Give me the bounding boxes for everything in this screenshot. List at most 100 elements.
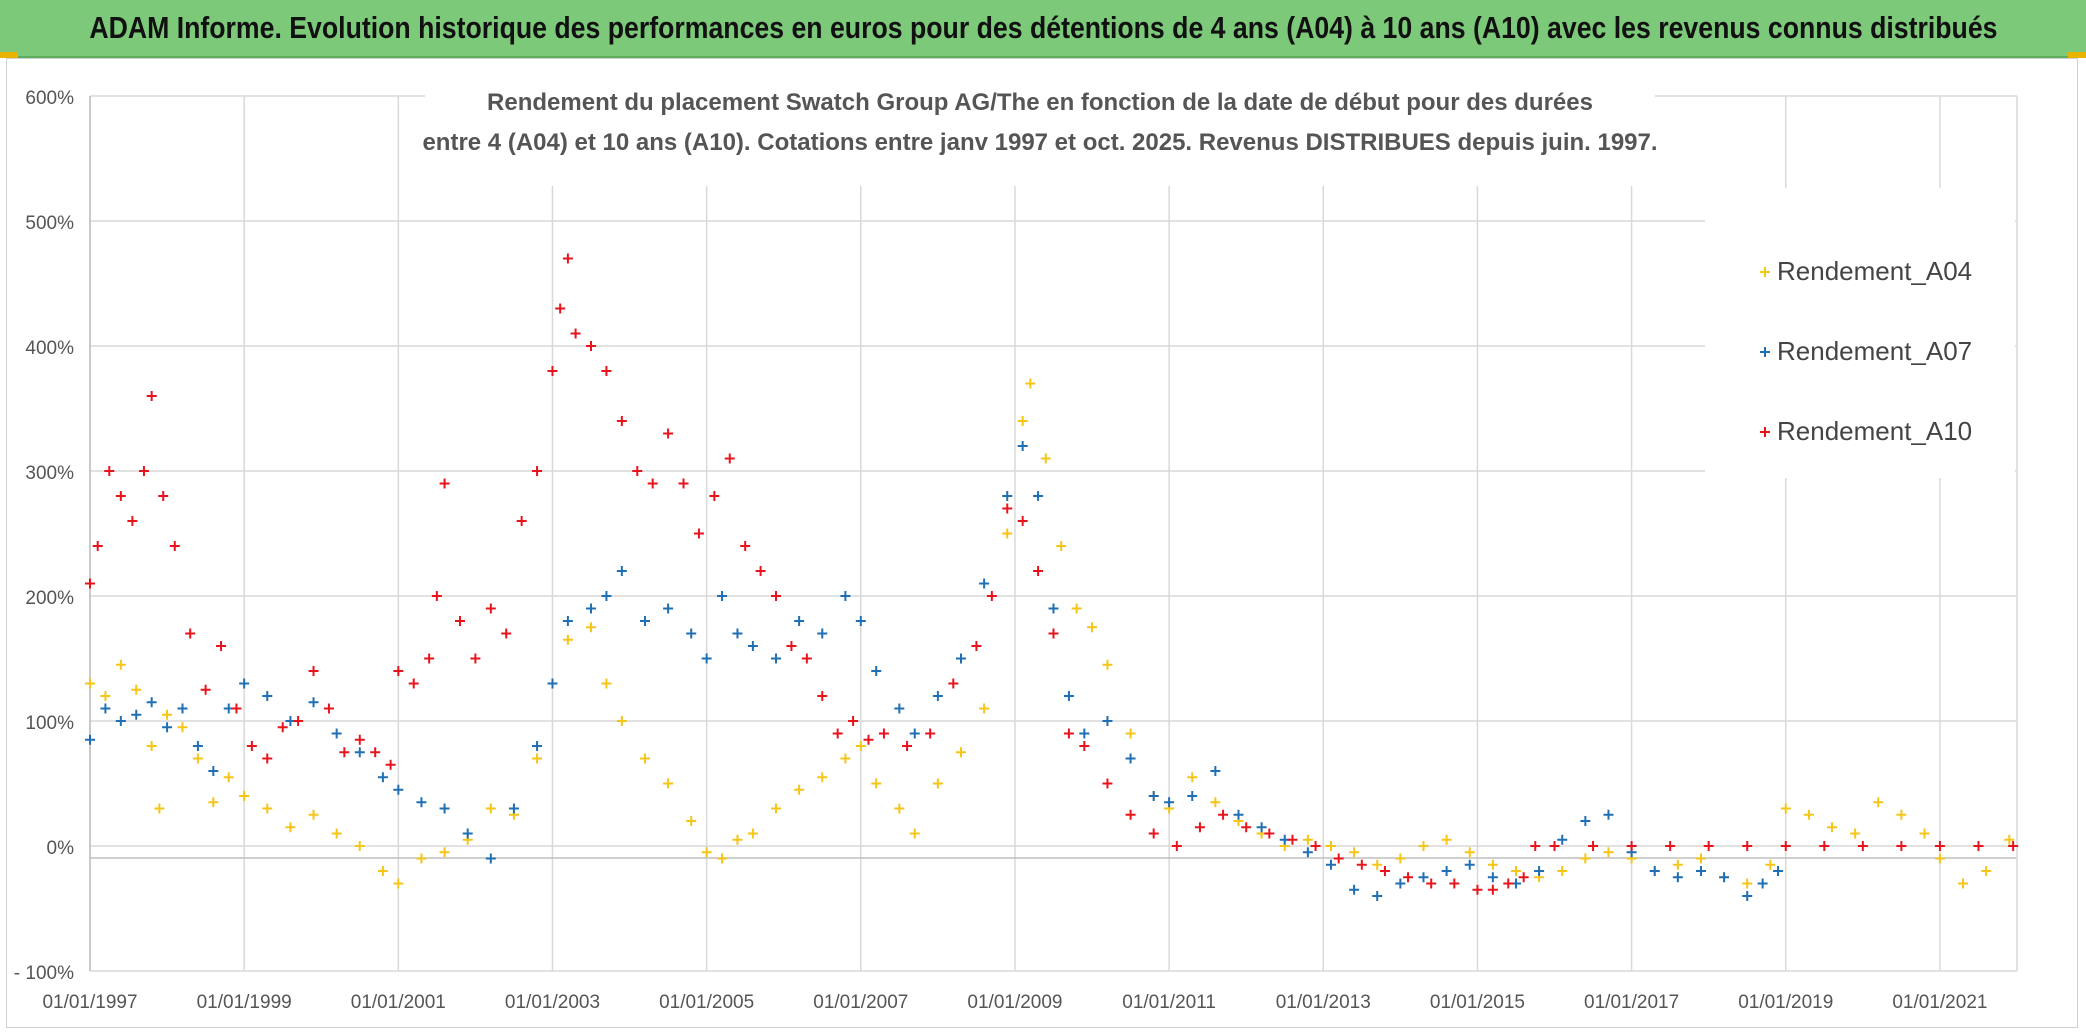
- y-tick-label: 200%: [25, 588, 74, 609]
- data-point: [85, 578, 95, 589]
- data-point: [1187, 772, 1198, 783]
- data-point: [686, 628, 697, 639]
- data-point: [1626, 841, 1637, 851]
- data-point: [1310, 841, 1321, 851]
- data-point: [277, 722, 288, 733]
- legend-marker: [1760, 347, 1770, 357]
- data-point: [208, 766, 219, 776]
- data-point: [1048, 628, 1059, 639]
- y-tick-label: 600%: [25, 88, 74, 109]
- data-point: [339, 747, 350, 758]
- data-point: [848, 716, 859, 726]
- data-point: [169, 541, 180, 551]
- data-point: [532, 753, 543, 764]
- data-point: [1002, 491, 1013, 501]
- data-point: [100, 703, 111, 714]
- data-point: [231, 703, 242, 714]
- data-point: [501, 628, 512, 639]
- x-tick-label: 01/01/2013: [1276, 992, 1371, 1013]
- y-axis: 600% 500% 400% 300% 200% 100% 0% - 100%: [14, 88, 74, 984]
- data-point: [1071, 603, 1082, 614]
- x-tick-label: 01/01/1997: [42, 992, 137, 1013]
- data-point: [1588, 841, 1599, 851]
- data-point: [971, 641, 982, 651]
- x-tick-label: 01/01/2003: [505, 992, 600, 1013]
- data-point: [1819, 841, 1830, 851]
- data-point: [948, 678, 959, 689]
- data-point: [127, 516, 138, 526]
- chart: 600% 500% 400% 300% 200% 100% 0% - 100% 01/01/1…: [14, 78, 2019, 1013]
- data-point: [1079, 728, 1090, 739]
- data-point: [239, 678, 250, 689]
- data-point: [732, 628, 743, 639]
- data-point: [424, 653, 435, 664]
- data-point: [1780, 841, 1791, 851]
- y-tick-label: 300%: [25, 463, 74, 484]
- data-point: [370, 747, 381, 758]
- data-point: [1033, 566, 1044, 576]
- data-point: [632, 466, 643, 476]
- data-point: [794, 784, 805, 795]
- data-point: [532, 741, 543, 751]
- data-point: [771, 591, 782, 601]
- series-rendement-a07: [85, 441, 1784, 901]
- data-point: [1803, 809, 1814, 820]
- data-point: [686, 816, 697, 826]
- data-point: [2008, 841, 2019, 851]
- data-point: [979, 578, 990, 589]
- data-point: [1418, 872, 1429, 883]
- data-point: [678, 478, 689, 489]
- data-point: [146, 697, 157, 708]
- data-point: [586, 603, 597, 614]
- data-point: [562, 616, 573, 626]
- data-point: [308, 697, 319, 708]
- data-point: [485, 603, 496, 614]
- data-point: [1287, 834, 1298, 845]
- data-point: [532, 466, 543, 476]
- data-point: [1973, 841, 1984, 851]
- data-point: [1218, 809, 1229, 820]
- data-point: [1171, 841, 1182, 851]
- data-point: [717, 853, 728, 864]
- x-tick-label: 01/01/2017: [1584, 992, 1679, 1013]
- data-point: [1302, 847, 1313, 858]
- data-point: [1934, 841, 1945, 851]
- data-point: [724, 453, 735, 464]
- data-point: [663, 778, 674, 789]
- data-point: [1487, 884, 1498, 895]
- data-point: [1125, 728, 1136, 739]
- data-point: [555, 303, 566, 314]
- data-point: [755, 566, 766, 576]
- data-point: [1356, 859, 1367, 870]
- data-point: [1194, 822, 1205, 833]
- data-point: [1742, 891, 1753, 901]
- data-point: [1002, 528, 1013, 539]
- data-point: [1025, 378, 1036, 389]
- plot-area: [85, 253, 2019, 901]
- data-point: [354, 734, 365, 745]
- data-point: [454, 616, 465, 626]
- data-point: [246, 741, 257, 751]
- data-point: [747, 828, 758, 839]
- data-point: [85, 734, 95, 745]
- legend-label: Rendement_A07: [1777, 336, 1972, 366]
- data-point: [239, 791, 250, 801]
- legend-background: [1705, 188, 2015, 478]
- legend: Rendement_A04 Rendement_A07 Rendement_A10: [1705, 188, 2015, 478]
- data-point: [1765, 859, 1776, 870]
- data-point: [115, 491, 126, 501]
- data-point: [1672, 859, 1683, 870]
- data-point: [1934, 853, 1945, 864]
- data-point: [1233, 809, 1244, 820]
- data-point: [393, 666, 404, 676]
- data-point: [663, 428, 674, 439]
- data-point: [138, 466, 149, 476]
- data-point: [1264, 828, 1275, 839]
- data-point: [1873, 797, 1884, 808]
- x-axis: 01/01/1997 01/01/1999 01/01/2001 01/01/2003…: [42, 992, 1987, 1013]
- data-point: [1063, 691, 1074, 701]
- data-point: [1441, 866, 1452, 876]
- data-point: [1087, 622, 1098, 633]
- data-point: [354, 747, 365, 758]
- data-point: [1325, 841, 1336, 851]
